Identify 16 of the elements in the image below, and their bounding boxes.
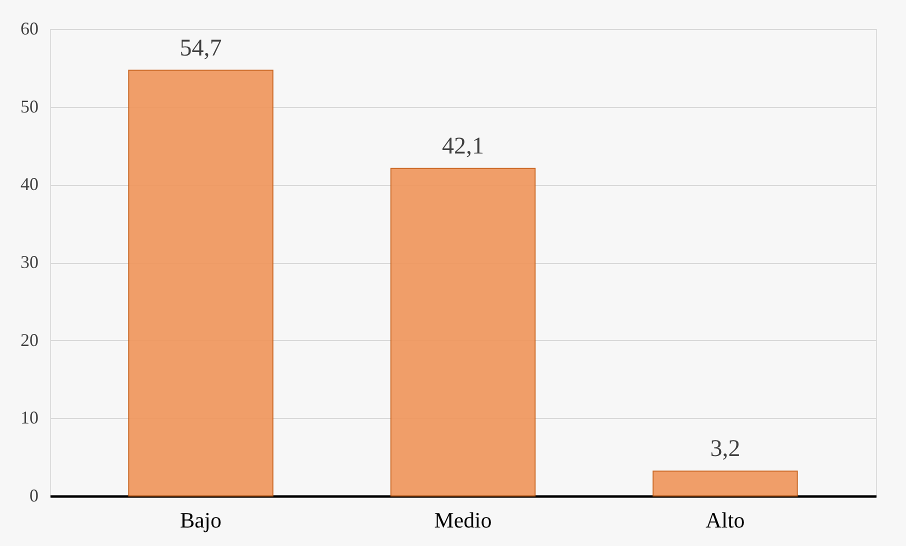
y-tick-label: 30 — [20, 252, 38, 272]
x-tick-label: Bajo — [180, 508, 222, 532]
bar — [390, 168, 536, 496]
bar — [652, 470, 798, 496]
y-tick-label: 60 — [20, 18, 38, 38]
y-tick-label: 10 — [20, 408, 38, 428]
y-tick-label: 20 — [20, 330, 38, 350]
data-label: 42,1 — [442, 133, 484, 160]
y-tick-label: 0 — [30, 486, 38, 506]
data-label: 3,2 — [710, 436, 740, 462]
y-tick-label: 40 — [20, 174, 38, 194]
data-label: 54,7 — [180, 35, 222, 62]
y-tick-label: 50 — [20, 96, 38, 116]
bar — [128, 70, 274, 496]
x-tick-label: Medio — [434, 508, 492, 532]
x-tick-label: Alto — [706, 508, 745, 532]
